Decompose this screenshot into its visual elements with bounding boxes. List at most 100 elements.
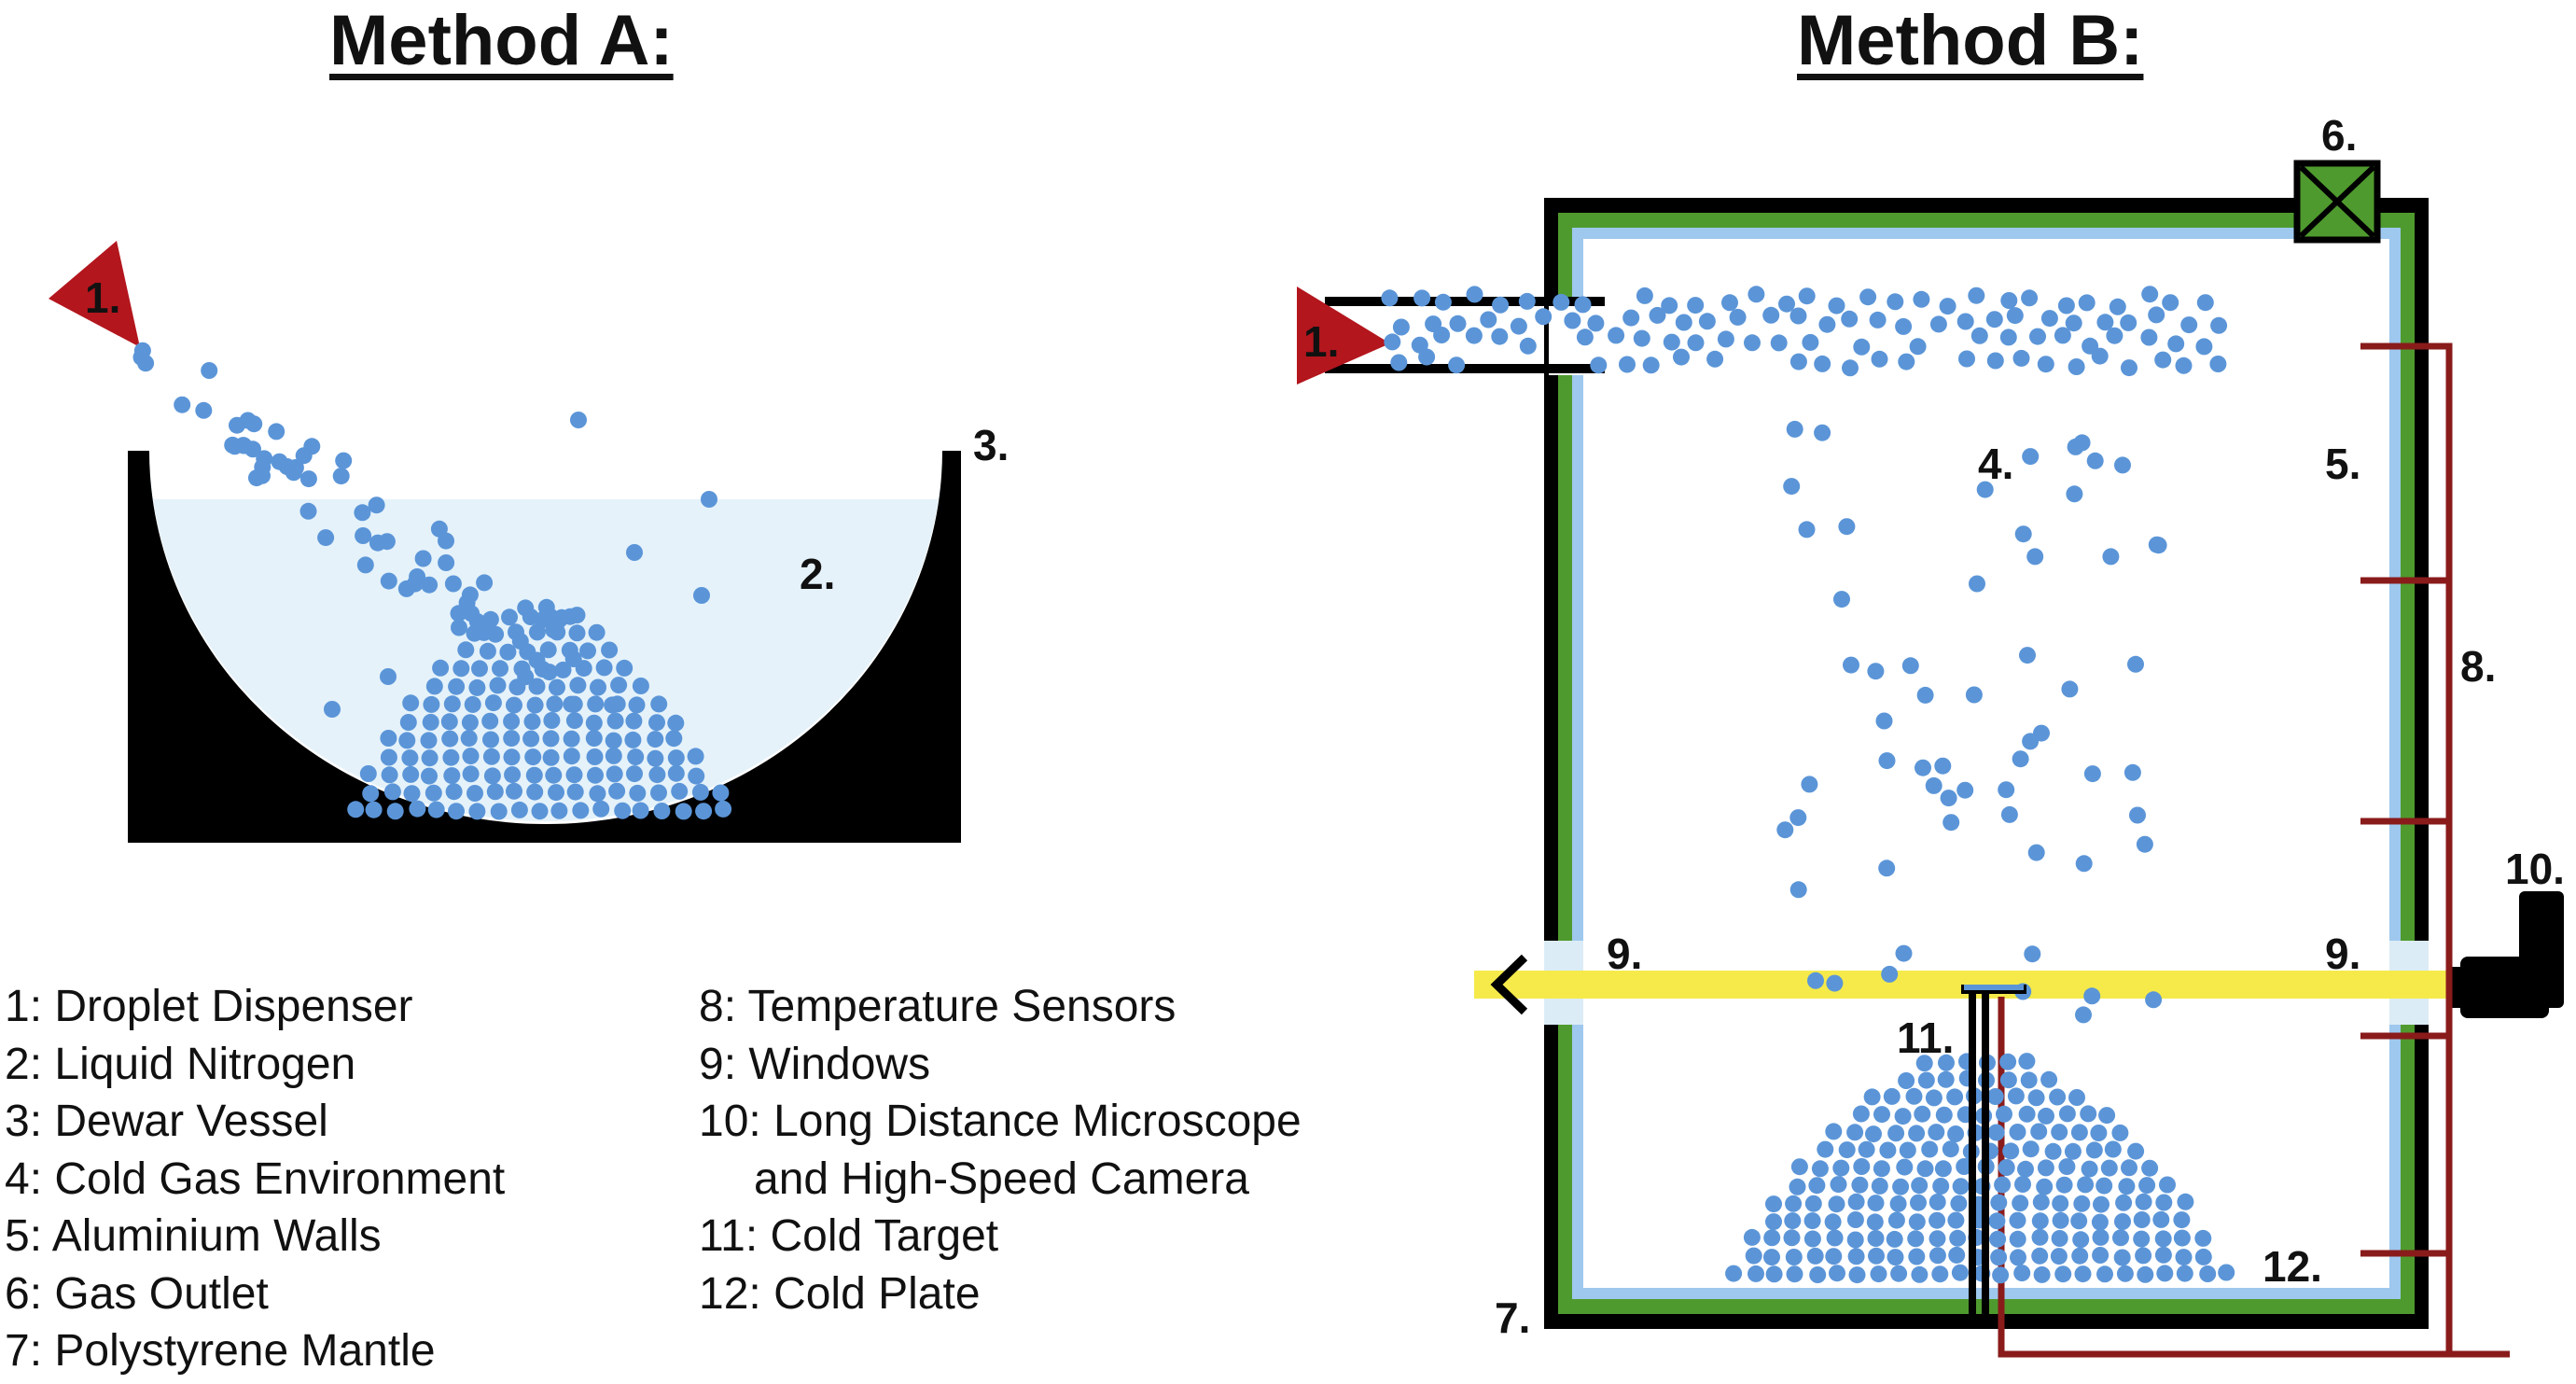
- droplet: [1664, 334, 1680, 351]
- droplet: [2000, 292, 2017, 309]
- droplet: [1825, 1248, 1842, 1265]
- droplet: [1949, 1230, 1966, 1247]
- droplet: [1808, 1177, 1825, 1194]
- droplet: [1807, 1248, 1824, 1265]
- droplet: [2152, 1211, 2169, 1228]
- droplet: [1868, 1195, 1885, 1211]
- droplet: [448, 803, 465, 819]
- droplet: [1868, 1230, 1885, 1247]
- droplet: [1718, 330, 1734, 347]
- droplet: [1931, 1265, 1948, 1282]
- droplet: [2148, 306, 2165, 323]
- droplet: [2118, 1178, 2135, 1195]
- droplet: [402, 766, 419, 783]
- droplet: [2080, 1105, 2096, 1122]
- droplet: [2077, 1176, 2094, 1193]
- droplet: [1989, 1231, 2006, 1248]
- droplet: [441, 713, 458, 730]
- callout-b10: 10.: [2505, 844, 2565, 894]
- microscope-camera: [2450, 891, 2564, 1018]
- droplet: [347, 801, 364, 818]
- droplet: [1870, 312, 1887, 329]
- droplet: [633, 678, 649, 694]
- droplet: [398, 580, 415, 597]
- droplet: [2106, 328, 2123, 344]
- droplet: [421, 768, 438, 785]
- droplet: [432, 660, 449, 677]
- droplet: [2135, 1247, 2151, 1264]
- legend-item: 6: Gas Outlet: [5, 1265, 505, 1323]
- droplet: [195, 402, 212, 419]
- droplet: [1947, 1125, 1964, 1142]
- droplet: [535, 661, 551, 678]
- droplet: [1896, 1159, 1913, 1176]
- droplet: [1942, 814, 1959, 831]
- droplet: [438, 554, 454, 571]
- droplet: [2051, 1124, 2068, 1140]
- droplet: [1480, 312, 1497, 329]
- droplet: [2173, 1211, 2190, 1228]
- droplet: [564, 731, 580, 748]
- droplet: [2033, 1194, 2050, 1210]
- droplet: [1790, 354, 1807, 370]
- droplet: [590, 679, 606, 696]
- droplet: [2096, 1178, 2112, 1195]
- droplet: [1575, 296, 1592, 313]
- droplet: [2177, 1194, 2193, 1210]
- droplet: [1907, 1230, 1924, 1247]
- droplet: [1435, 294, 1452, 311]
- droplet: [463, 605, 480, 622]
- droplet: [423, 714, 439, 731]
- droplet: [1890, 1195, 1907, 1212]
- droplet: [2029, 329, 2046, 345]
- droplet: [2052, 1195, 2068, 1212]
- droplet: [2124, 764, 2141, 781]
- droplet: [2007, 307, 2024, 324]
- droplet: [300, 470, 317, 487]
- droplet: [1895, 318, 1912, 335]
- droplet: [369, 496, 385, 513]
- droplet: [1826, 975, 1843, 992]
- droplet: [1992, 1266, 2009, 1283]
- droplet: [487, 626, 504, 643]
- droplet: [1448, 356, 1465, 373]
- droplet: [1744, 1229, 1761, 1246]
- droplet: [2082, 1161, 2098, 1178]
- droplet: [2013, 1265, 2030, 1281]
- droplet: [671, 783, 688, 800]
- droplet: [335, 453, 352, 469]
- droplet: [633, 803, 649, 819]
- droplet: [1872, 1178, 1888, 1195]
- droplet: [2058, 1158, 2075, 1175]
- droplet: [695, 803, 712, 819]
- droplet: [1868, 1248, 1885, 1265]
- droplet: [1848, 1194, 1865, 1210]
- droplet: [564, 748, 580, 764]
- droplet: [1908, 1125, 1925, 1141]
- droplet: [1998, 1159, 2015, 1176]
- droplet: [1673, 349, 1690, 366]
- droplet: [514, 661, 531, 678]
- droplet: [1650, 307, 1666, 324]
- droplet: [2068, 439, 2084, 455]
- droplet: [1390, 355, 1407, 371]
- droplet: [2028, 845, 2045, 861]
- droplet: [566, 696, 583, 713]
- droplet: [2093, 1196, 2110, 1213]
- droplet: [1843, 657, 1859, 674]
- droplet: [1825, 1123, 1842, 1139]
- droplet: [2121, 1159, 2137, 1176]
- droplet: [471, 660, 488, 677]
- droplet: [1393, 319, 1410, 336]
- legend-item: 1: Droplet Dispenser: [5, 978, 505, 1036]
- droplet: [1929, 1230, 1946, 1247]
- droplet: [2021, 289, 2038, 306]
- droplet: [1842, 359, 1859, 376]
- droplet: [2019, 647, 2036, 664]
- callout-b6: 6.: [2321, 110, 2357, 161]
- droplet: [2086, 1141, 2103, 1158]
- droplet: [354, 504, 370, 521]
- droplet: [2141, 1160, 2158, 1177]
- droplet: [2121, 359, 2137, 376]
- droplet: [387, 803, 404, 819]
